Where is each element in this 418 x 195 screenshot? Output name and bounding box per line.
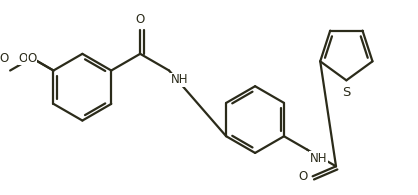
Text: O: O [19,51,28,65]
Text: NH: NH [310,152,328,165]
Text: O: O [0,51,8,65]
Text: O: O [298,170,308,183]
Text: S: S [342,86,351,99]
Text: O: O [135,12,145,26]
Text: NH: NH [171,74,189,86]
Text: O: O [27,51,36,65]
